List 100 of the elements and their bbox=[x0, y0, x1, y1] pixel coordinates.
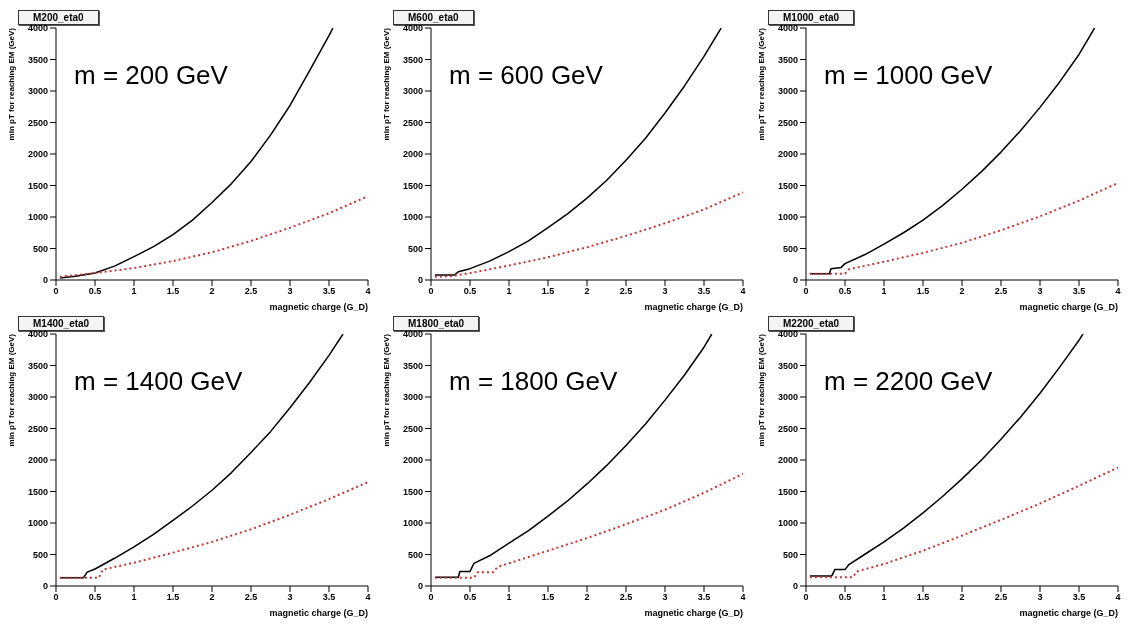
y-axis-title: min pT for reaching EM (GeV) bbox=[6, 333, 16, 447]
y-tick-label: 1000 bbox=[27, 518, 48, 529]
y-tick-label: 1500 bbox=[27, 486, 48, 497]
x-tick-label: 1.5 bbox=[541, 286, 555, 297]
line-series bbox=[808, 181, 1118, 275]
x-axis-title: magnetic charge (G_D) bbox=[644, 608, 743, 618]
x-tick-label: 1.5 bbox=[166, 592, 180, 603]
y-tick-label: 500 bbox=[782, 549, 798, 560]
y-tick-label: 3500 bbox=[402, 360, 423, 371]
chart-title: M1400_eta0 bbox=[18, 316, 105, 331]
annotation: m = 600 GeV bbox=[449, 60, 603, 91]
y-axis-title: min pT for reaching EM (GeV) bbox=[381, 333, 391, 447]
y-tick-label: 1000 bbox=[777, 212, 798, 223]
x-tick-label: 3 bbox=[662, 286, 668, 297]
y-tick-label: 0 bbox=[792, 581, 798, 592]
x-tick-label: 4 bbox=[740, 592, 746, 603]
y-tick-label: 500 bbox=[407, 243, 423, 254]
y-tick-label: 500 bbox=[32, 549, 48, 560]
y-tick-label: 2000 bbox=[402, 455, 423, 466]
x-axis-title: magnetic charge (G_D) bbox=[269, 302, 368, 312]
x-tick-label: 1.5 bbox=[166, 286, 180, 297]
x-tick-label: 4 bbox=[740, 286, 746, 297]
x-tick-label: 1 bbox=[881, 592, 887, 603]
x-tick-label: 3 bbox=[662, 592, 668, 603]
y-tick-label: 0 bbox=[42, 581, 48, 592]
chart-title: M200_eta0 bbox=[18, 10, 99, 25]
y-tick-label: 500 bbox=[782, 243, 798, 254]
line-series bbox=[808, 466, 1118, 579]
y-tick-label: 3000 bbox=[402, 392, 423, 403]
y-tick-label: 0 bbox=[417, 275, 423, 286]
y-tick-label: 4000 bbox=[402, 23, 423, 34]
y-tick-label: 2000 bbox=[777, 149, 798, 160]
y-tick-label: 1500 bbox=[777, 180, 798, 191]
y-axis-title: min pT for reaching EM (GeV) bbox=[6, 27, 16, 141]
chart-title: M2200_eta0 bbox=[768, 316, 855, 331]
x-tick-label: 1.5 bbox=[916, 286, 930, 297]
y-tick-label: 1000 bbox=[27, 212, 48, 223]
x-tick-label: 2.5 bbox=[619, 286, 633, 297]
x-tick-label: 4 bbox=[1115, 286, 1121, 297]
y-tick-label: 1000 bbox=[402, 212, 423, 223]
x-tick-label: 2 bbox=[584, 286, 590, 297]
y-tick-label: 4000 bbox=[402, 329, 423, 340]
x-tick-label: 0.5 bbox=[88, 592, 102, 603]
line-series bbox=[434, 334, 713, 578]
y-tick-label: 2500 bbox=[777, 117, 798, 128]
annotation: m = 200 GeV bbox=[74, 60, 228, 91]
y-tick-label: 3000 bbox=[777, 392, 798, 403]
annotation: m = 1400 GeV bbox=[74, 366, 243, 397]
x-tick-label: 0.5 bbox=[463, 592, 477, 603]
x-tick-label: 3.5 bbox=[697, 286, 711, 297]
y-tick-label: 2500 bbox=[777, 423, 798, 434]
x-axis-title: magnetic charge (G_D) bbox=[1019, 608, 1118, 618]
x-tick-label: 0 bbox=[803, 286, 809, 297]
x-tick-label: 4 bbox=[1115, 592, 1121, 603]
x-tick-label: 0.5 bbox=[838, 286, 852, 297]
x-tick-label: 0 bbox=[428, 592, 434, 603]
x-tick-label: 2.5 bbox=[244, 592, 258, 603]
x-axis-title: magnetic charge (G_D) bbox=[644, 302, 743, 312]
y-tick-label: 1500 bbox=[27, 180, 48, 191]
y-tick-label: 2000 bbox=[402, 149, 423, 160]
y-tick-label: 3500 bbox=[777, 54, 798, 65]
x-tick-label: 4 bbox=[365, 286, 371, 297]
y-tick-label: 2500 bbox=[27, 423, 48, 434]
y-tick-label: 3500 bbox=[402, 54, 423, 65]
x-tick-label: 1 bbox=[506, 592, 512, 603]
x-tick-label: 3 bbox=[1037, 286, 1043, 297]
chart-title: M1800_eta0 bbox=[393, 316, 480, 331]
x-tick-label: 0.5 bbox=[463, 286, 477, 297]
x-tick-label: 3.5 bbox=[1072, 286, 1086, 297]
x-tick-label: 3 bbox=[287, 592, 293, 603]
y-axis-title: min pT for reaching EM (GeV) bbox=[756, 27, 766, 141]
y-tick-label: 2000 bbox=[777, 455, 798, 466]
chart-title: M1000_eta0 bbox=[768, 10, 855, 25]
x-tick-label: 0 bbox=[803, 592, 809, 603]
x-tick-label: 3.5 bbox=[322, 592, 336, 603]
line-series bbox=[809, 28, 1096, 275]
line-series bbox=[58, 481, 368, 579]
x-tick-label: 2 bbox=[209, 592, 215, 603]
chart-title: M600_eta0 bbox=[393, 10, 474, 25]
annotation: m = 1000 GeV bbox=[824, 60, 993, 91]
annotation: m = 1800 GeV bbox=[449, 366, 618, 397]
x-axis-title: magnetic charge (G_D) bbox=[1019, 302, 1118, 312]
x-tick-label: 2 bbox=[584, 592, 590, 603]
x-tick-label: 1 bbox=[881, 286, 887, 297]
x-tick-label: 0.5 bbox=[838, 592, 852, 603]
x-tick-label: 3 bbox=[1037, 592, 1043, 603]
y-tick-label: 3000 bbox=[402, 86, 423, 97]
x-tick-label: 1 bbox=[131, 286, 137, 297]
x-tick-label: 3.5 bbox=[322, 286, 336, 297]
y-tick-label: 0 bbox=[42, 275, 48, 286]
x-axis-title: magnetic charge (G_D) bbox=[269, 608, 368, 618]
x-tick-label: 3.5 bbox=[1072, 592, 1086, 603]
y-tick-label: 500 bbox=[32, 243, 48, 254]
y-tick-label: 2000 bbox=[27, 149, 48, 160]
x-tick-label: 4 bbox=[365, 592, 371, 603]
x-tick-label: 3.5 bbox=[697, 592, 711, 603]
y-tick-label: 0 bbox=[417, 581, 423, 592]
y-tick-label: 3500 bbox=[27, 54, 48, 65]
annotation: m = 2200 GeV bbox=[824, 366, 993, 397]
x-tick-label: 2 bbox=[959, 592, 965, 603]
